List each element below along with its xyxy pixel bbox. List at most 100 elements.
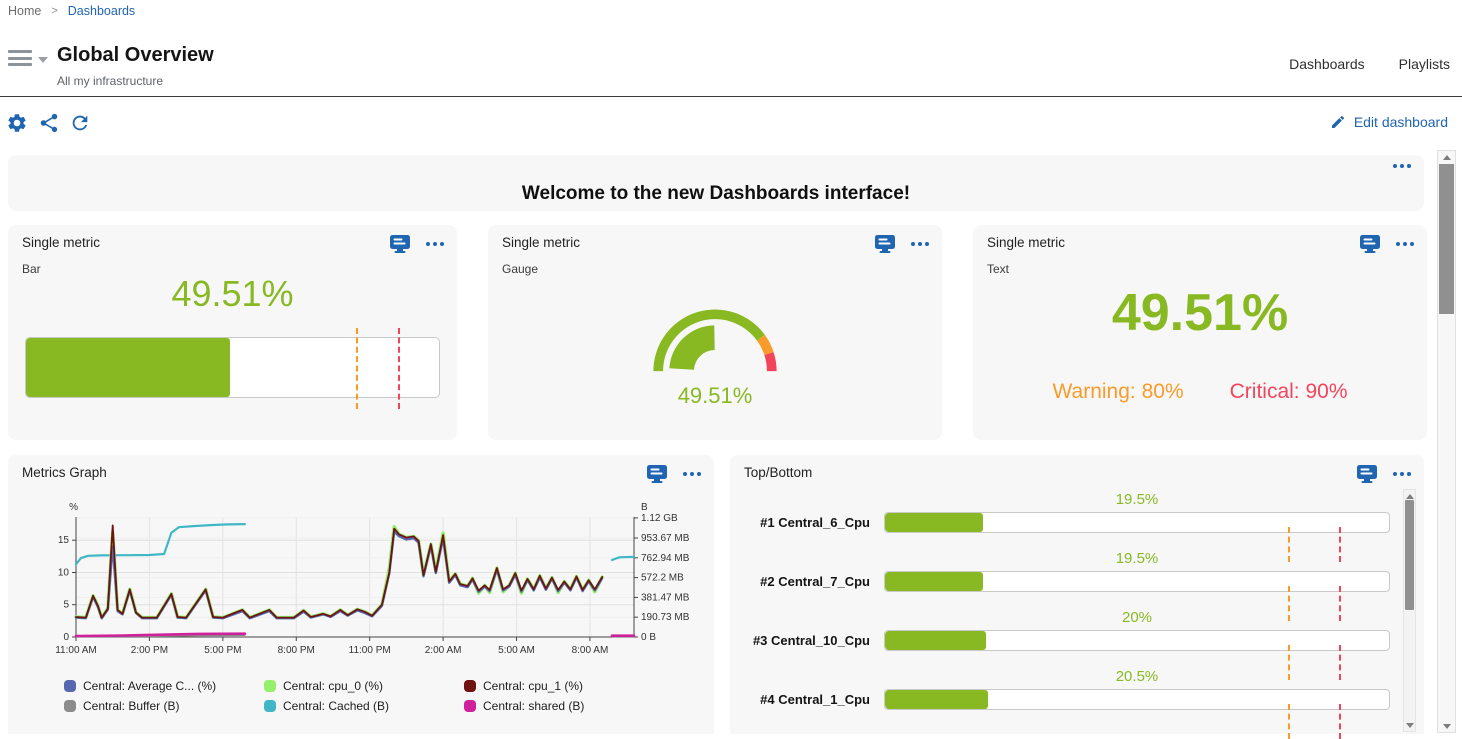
page-subtitle: All my infrastructure (57, 74, 164, 88)
bar-area: 19.5% (884, 491, 1390, 562)
display-on-wall-icon[interactable] (874, 234, 896, 254)
chevron-down-icon[interactable] (38, 57, 48, 63)
top-tabs: Dashboards Playlists (1289, 56, 1450, 72)
svg-text:381.47 MB: 381.47 MB (641, 592, 690, 603)
legend-item[interactable]: Central: Cached (B) (264, 699, 464, 713)
critical-threshold-label: Critical: 90% (1229, 380, 1348, 403)
svg-text:2:00 AM: 2:00 AM (425, 645, 462, 656)
panel-scrollbar[interactable] (1403, 489, 1416, 732)
host-label: #4 Central_1_Cpu (760, 692, 870, 707)
more-options-icon[interactable] (910, 241, 930, 247)
host-label: #2 Central_7_Cpu (760, 574, 870, 589)
tab-dashboards[interactable]: Dashboards (1289, 56, 1365, 72)
host-label: #3 Central_10_Cpu (752, 633, 870, 648)
more-options-icon[interactable] (1395, 241, 1415, 247)
edit-dashboard-button[interactable]: Edit dashboard (1330, 114, 1448, 130)
legend-label: Central: Average C... (%) (83, 679, 217, 693)
scroll-down-icon[interactable] (1404, 719, 1415, 731)
page-title: Global Overview (57, 44, 214, 66)
svg-text:%: % (69, 502, 78, 513)
bar-track (884, 630, 1390, 680)
panel-title: Single metric (987, 235, 1066, 250)
svg-text:8:00 PM: 8:00 PM (278, 645, 315, 656)
svg-text:190.73 MB: 190.73 MB (641, 612, 690, 623)
scroll-down-icon[interactable] (1438, 720, 1455, 732)
legend-swatch (264, 680, 276, 692)
toolbar: Edit dashboard (0, 108, 1462, 144)
panel-top-bottom: Top/Bottom #1 Central_6_Cpu 19.5% #2 Cen… (730, 455, 1424, 739)
breadcrumb-home-link[interactable]: Home (8, 4, 42, 18)
legend-label: Central: Cached (B) (283, 699, 390, 713)
breadcrumb-separator: > (51, 5, 58, 17)
svg-text:0 B: 0 B (641, 632, 656, 643)
bar-fill (885, 631, 986, 650)
panel-title: Metrics Graph (22, 465, 107, 480)
legend-label: Central: shared (B) (483, 699, 585, 713)
scroll-up-icon[interactable] (1438, 151, 1455, 163)
panel-metrics-graph: Metrics Graph 0 5 10 15 0 B 190.73 MB 381.47 M… (8, 455, 714, 734)
bar-track (884, 571, 1390, 621)
bar-track (884, 689, 1390, 739)
header: Global Overview All my infrastructure Da… (0, 36, 1462, 97)
panel-single-metric-bar: Single metric Bar 49.51% (8, 225, 457, 440)
top-bottom-row: #3 Central_10_Cpu 20% (744, 609, 1390, 680)
critical-threshold-line (397, 328, 400, 409)
legend-item[interactable]: Central: Buffer (B) (64, 699, 264, 713)
welcome-banner-title: Welcome to the new Dashboards interface! (521, 183, 911, 204)
bar-value-label: 20% (1121, 609, 1153, 626)
legend-item[interactable]: Central: cpu_0 (%) (264, 679, 464, 693)
panel-title: Top/Bottom (744, 465, 813, 480)
breadcrumb-dashboards-link[interactable]: Dashboards (67, 4, 136, 18)
metric-value: 49.51% (677, 383, 753, 408)
bar-area: 19.5% (884, 550, 1390, 621)
scrollbar-thumb[interactable] (1405, 500, 1414, 610)
panel-title: Single metric (502, 235, 581, 250)
bar-area: 20% (884, 609, 1390, 680)
page-scrollbar[interactable] (1437, 150, 1456, 733)
legend-label: Central: cpu_1 (%) (483, 679, 584, 693)
metric-bar-track (25, 328, 440, 409)
display-on-wall-icon[interactable] (1359, 234, 1381, 254)
tab-playlists[interactable]: Playlists (1398, 56, 1450, 72)
share-icon[interactable] (38, 112, 60, 134)
metric-bar-fill (26, 338, 231, 397)
refresh-icon[interactable] (69, 112, 91, 134)
display-on-wall-icon[interactable] (1356, 464, 1378, 484)
critical-threshold-line (1338, 704, 1341, 739)
svg-text:1.12 GB: 1.12 GB (641, 513, 678, 524)
bar-fill (885, 513, 984, 532)
pencil-icon (1331, 115, 1344, 128)
chart-legend: Central: Average C... (%) Central: cpu_0 … (64, 679, 664, 713)
warning-threshold-line (356, 328, 359, 409)
svg-text:10: 10 (58, 568, 70, 579)
legend-item[interactable]: Central: Average C... (%) (64, 679, 264, 693)
svg-text:5:00 AM: 5:00 AM (498, 645, 535, 656)
legend-swatch (464, 680, 476, 692)
critical-threshold-line (1338, 586, 1341, 621)
bar-value-label: 19.5% (1115, 491, 1159, 508)
top-bottom-row: #2 Central_7_Cpu 19.5% (744, 550, 1390, 621)
more-options-icon[interactable] (1392, 163, 1412, 169)
legend-swatch (64, 700, 76, 712)
svg-text:15: 15 (58, 535, 70, 546)
more-options-icon[interactable] (682, 471, 702, 477)
metrics-line-chart[interactable]: 0 5 10 15 0 B 190.73 MB 381.47 MB 572.2 MB 762.9… (12, 501, 710, 671)
menu-icon[interactable] (8, 50, 32, 68)
panel-single-metric-gauge: Single metric Gauge 49.51% (488, 225, 942, 440)
display-on-wall-icon[interactable] (389, 234, 411, 254)
legend-item[interactable]: Central: cpu_1 (%) (464, 679, 664, 693)
top-bottom-rows: #1 Central_6_Cpu 19.5% #2 Central_7_Cpu … (744, 491, 1390, 739)
settings-gear-icon[interactable] (6, 112, 28, 134)
svg-text:11:00 AM: 11:00 AM (55, 645, 97, 656)
bar-value-label: 19.5% (1115, 550, 1159, 567)
legend-item[interactable]: Central: shared (B) (464, 699, 664, 713)
more-options-icon[interactable] (425, 241, 445, 247)
svg-text:8:00 AM: 8:00 AM (572, 645, 609, 656)
critical-threshold-line (1338, 645, 1341, 680)
display-on-wall-icon[interactable] (646, 464, 668, 484)
scrollbar-thumb[interactable] (1439, 164, 1454, 314)
more-options-icon[interactable] (1392, 471, 1412, 477)
warning-threshold-line (1288, 704, 1291, 739)
metric-value: 49.51% (1111, 284, 1289, 342)
breadcrumb: Home > Dashboards (8, 4, 135, 18)
